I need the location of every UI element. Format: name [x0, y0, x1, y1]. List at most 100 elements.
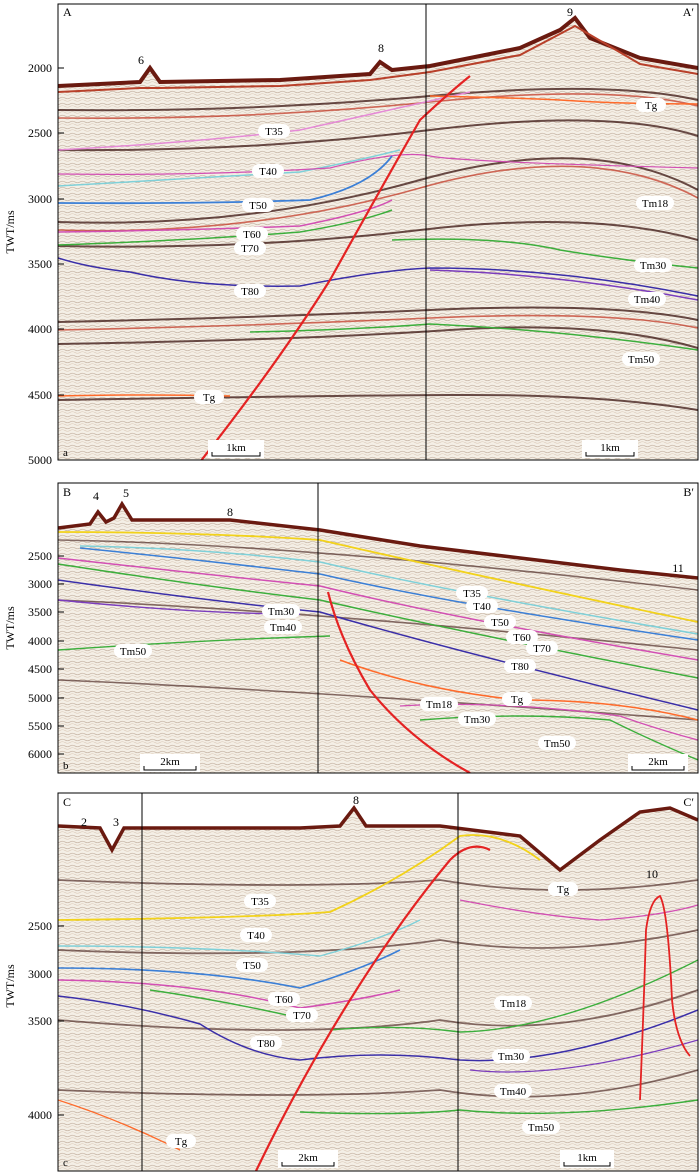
- svg-text:T80: T80: [241, 286, 259, 298]
- svg-text:T70: T70: [293, 1010, 311, 1022]
- svg-text:T80: T80: [511, 661, 529, 673]
- horizon-label: T80: [234, 284, 266, 298]
- horizon-label: T70: [526, 641, 558, 655]
- svg-text:Tm30: Tm30: [640, 260, 667, 272]
- corner-label-a-right: A′: [683, 5, 695, 19]
- svg-text:1km: 1km: [577, 1152, 597, 1164]
- horizon-label: T35: [456, 586, 488, 600]
- ytick-b-3500: 3500: [28, 605, 52, 619]
- horizon-label: Tm18: [420, 697, 458, 711]
- svg-text:T35: T35: [265, 126, 283, 138]
- structure-number-8: 8: [353, 793, 359, 807]
- horizon-label: Tm40: [264, 620, 302, 634]
- structure-number-4: 4: [93, 489, 99, 503]
- svg-text:T70: T70: [241, 243, 259, 255]
- horizon-label: Tm18: [494, 996, 532, 1010]
- ytick-a-5000: 5000: [28, 453, 52, 467]
- horizon-label: T80: [250, 1036, 282, 1050]
- horizon-label: T35: [258, 124, 290, 138]
- horizon-label: T70: [286, 1008, 318, 1022]
- horizon-label: Tm50: [522, 1120, 560, 1134]
- svg-text:1km: 1km: [226, 442, 246, 454]
- horizon-label: Tm50: [622, 352, 660, 366]
- scale-bar: 2km: [628, 754, 688, 772]
- svg-text:1km: 1km: [600, 442, 620, 454]
- structure-number-3: 3: [113, 815, 119, 829]
- svg-text:T40: T40: [473, 601, 491, 613]
- ylabel-a: TWT/ms: [3, 210, 17, 254]
- svg-text:T40: T40: [247, 930, 265, 942]
- ytick-b-4500: 4500: [28, 662, 52, 676]
- panel-letter-b: b: [63, 760, 69, 772]
- svg-text:T50: T50: [243, 960, 261, 972]
- ytick-b-3000: 3000: [28, 577, 52, 591]
- ytick-a-3000: 3000: [28, 192, 52, 206]
- svg-text:Tm30: Tm30: [498, 1051, 525, 1063]
- svg-text:Tm50: Tm50: [120, 646, 147, 658]
- horizon-label: Tm30: [492, 1049, 530, 1063]
- panel-c: 2500 3000 3500 4000 TWT/ms C C′ c 2 3 8 …: [3, 792, 699, 1172]
- structure-number-8: 8: [378, 41, 384, 55]
- ytick-c-3000: 3000: [28, 967, 52, 981]
- horizon-label: Tm40: [494, 1084, 532, 1098]
- svg-text:T35: T35: [463, 588, 481, 600]
- svg-text:T70: T70: [533, 643, 551, 655]
- horizon-label: Tm18: [636, 196, 674, 210]
- ytick-b-6000: 6000: [28, 747, 52, 761]
- svg-text:Tm30: Tm30: [464, 714, 491, 726]
- svg-text:Tm18: Tm18: [500, 998, 527, 1010]
- structure-number-8: 8: [227, 505, 233, 519]
- ytick-a-4500: 4500: [28, 388, 52, 402]
- structure-number-11: 11: [672, 561, 684, 575]
- horizon-label: T70: [234, 241, 266, 255]
- horizon-label: T40: [240, 928, 272, 942]
- ytick-b-5500: 5500: [28, 719, 52, 733]
- svg-text:T50: T50: [249, 200, 267, 212]
- horizon-label: Tm30: [262, 604, 300, 618]
- structure-number-9: 9: [567, 5, 573, 19]
- svg-text:2km: 2km: [648, 756, 668, 768]
- svg-text:Tm18: Tm18: [642, 198, 669, 210]
- svg-text:Tg: Tg: [557, 884, 570, 896]
- horizon-label: Tg: [166, 1134, 196, 1148]
- panel-letter-c: c: [63, 1157, 68, 1169]
- ytick-a-2000: 2000: [28, 61, 52, 75]
- svg-text:2km: 2km: [298, 1152, 318, 1164]
- horizon-label: T50: [242, 198, 274, 212]
- scale-bar: 2km: [140, 754, 200, 772]
- horizon-label: T60: [506, 630, 538, 644]
- svg-text:T50: T50: [491, 617, 509, 629]
- svg-text:Tm40: Tm40: [634, 294, 661, 306]
- horizon-label: Tg: [548, 882, 578, 896]
- ytick-b-4000: 4000: [28, 634, 52, 648]
- svg-text:Tg: Tg: [203, 392, 216, 404]
- horizon-label: T80: [504, 659, 536, 673]
- scale-bar: 1km: [582, 440, 638, 458]
- svg-text:Tm30: Tm30: [268, 606, 295, 618]
- svg-text:T40: T40: [259, 166, 277, 178]
- ytick-c-3500: 3500: [28, 1014, 52, 1028]
- ytick-b-2500: 2500: [28, 549, 52, 563]
- horizon-label: T50: [236, 958, 268, 972]
- panel-b: 2500 3000 3500 4000 4500 5000 5500 6000 …: [3, 482, 699, 774]
- horizon-label: Tm30: [458, 712, 496, 726]
- ytick-a-2500: 2500: [28, 126, 52, 140]
- svg-text:Tm50: Tm50: [528, 1122, 555, 1134]
- corner-label-c-right: C′: [683, 795, 694, 809]
- horizon-label: Tm30: [634, 258, 672, 272]
- horizon-label: Tm50: [114, 644, 152, 658]
- structure-number-10: 10: [646, 867, 658, 881]
- svg-text:Tm50: Tm50: [628, 354, 655, 366]
- structure-number-5: 5: [123, 486, 129, 500]
- horizon-label: T40: [466, 599, 498, 613]
- svg-text:Tg: Tg: [175, 1136, 188, 1148]
- svg-text:Tm40: Tm40: [270, 622, 297, 634]
- corner-label-b-left: B: [63, 485, 71, 499]
- horizon-label: Tg: [194, 390, 224, 404]
- corner-label-b-right: B′: [683, 485, 694, 499]
- ytick-c-2500: 2500: [28, 919, 52, 933]
- panel-letter-a: a: [63, 447, 68, 459]
- horizon-label: T50: [484, 615, 516, 629]
- panel-a: 2000 2500 3000 3500 4000 4500 5000 TWT/m…: [3, 3, 699, 467]
